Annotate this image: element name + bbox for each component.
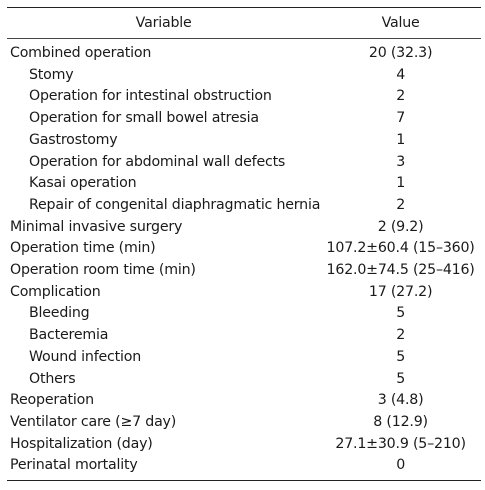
row-variable: Operation room time (min) bbox=[10, 262, 196, 279]
row-value: 5 bbox=[396, 305, 406, 322]
row-subvariable: Kasai operation bbox=[29, 175, 137, 192]
row-value: 4 bbox=[396, 66, 406, 83]
row-value: 2 bbox=[396, 327, 406, 344]
table-row: Minimal invasive surgery 2 (9.2) bbox=[7, 217, 481, 239]
row-variable: Minimal invasive surgery bbox=[10, 218, 183, 235]
table-row: Complication 17 (27.2) bbox=[7, 282, 481, 304]
row-value: 1 bbox=[396, 131, 406, 148]
table-row: Hospitalization (day) 27.1±30.9 (5–210) bbox=[7, 434, 481, 456]
row-subvariable: Operation for intestinal obstruction bbox=[29, 88, 272, 105]
table-row: Wound infection 5 bbox=[7, 347, 481, 369]
row-subvariable: Operation for small bowel atresia bbox=[29, 110, 259, 127]
row-value: 3 bbox=[396, 153, 406, 170]
table-row: Reoperation 3 (4.8) bbox=[7, 390, 481, 412]
row-value: 5 bbox=[396, 370, 406, 387]
row-subvariable: Bacteremia bbox=[29, 327, 109, 344]
header-variable: Variable bbox=[135, 15, 192, 31]
row-subvariable: Others bbox=[29, 370, 76, 387]
table-row: Kasai operation 1 bbox=[7, 173, 481, 195]
row-value: 162.0±74.5 (25–416) bbox=[326, 262, 475, 279]
table-row: Operation room time (min) 162.0±74.5 (25–… bbox=[7, 260, 481, 282]
row-value: 8 (12.9) bbox=[373, 413, 428, 430]
table-row: Ventilator care (≥7 day) 8 (12.9) bbox=[7, 412, 481, 434]
table-row: Operation for abdominal wall defects 3 bbox=[7, 152, 481, 174]
row-value: 17 (27.2) bbox=[368, 283, 433, 300]
results-table: Variable Value Combined operation 20 (32.… bbox=[7, 7, 481, 481]
table-row: Operation time (min) 107.2±60.4 (15–360) bbox=[7, 238, 481, 260]
table-row: Bleeding 5 bbox=[7, 303, 481, 325]
row-value: 27.1±30.9 (5–210) bbox=[335, 435, 466, 452]
row-value: 3 (4.8) bbox=[377, 392, 424, 409]
table-row: Perinatal mortality 0 bbox=[7, 455, 481, 481]
row-value: 2 bbox=[396, 88, 406, 105]
table-body: Combined operation 20 (32.3) Stomy 4 Operati… bbox=[7, 39, 481, 481]
table-row: Repair of congenital diaphragmatic herni… bbox=[7, 195, 481, 217]
header-row: Variable Value bbox=[7, 7, 481, 39]
row-subvariable: Gastrostomy bbox=[29, 131, 118, 148]
row-subvariable: Stomy bbox=[29, 66, 74, 83]
row-variable: Reoperation bbox=[10, 392, 94, 409]
row-value: 0 bbox=[396, 457, 406, 474]
row-variable: Hospitalization (day) bbox=[10, 435, 153, 452]
table-row: Operation for small bowel atresia 7 bbox=[7, 108, 481, 130]
row-value: 20 (32.3) bbox=[368, 45, 433, 61]
row-value: 5 bbox=[396, 348, 406, 365]
row-value: 2 (9.2) bbox=[377, 218, 424, 235]
table-row: Combined operation 20 (32.3) bbox=[7, 39, 481, 65]
row-variable: Perinatal mortality bbox=[10, 457, 138, 474]
row-subvariable: Repair of congenital diaphragmatic herni… bbox=[29, 196, 321, 213]
row-variable: Combined operation bbox=[10, 45, 152, 61]
header-value: Value bbox=[381, 15, 420, 31]
row-variable: Ventilator care (≥7 day) bbox=[10, 413, 177, 430]
row-value: 2 bbox=[396, 196, 406, 213]
row-subvariable: Wound infection bbox=[29, 348, 142, 365]
table-row: Operation for intestinal obstruction 2 bbox=[7, 86, 481, 108]
row-subvariable: Operation for abdominal wall defects bbox=[29, 153, 286, 170]
table-row: Others 5 bbox=[7, 369, 481, 391]
row-value: 1 bbox=[396, 175, 406, 192]
row-value: 107.2±60.4 (15–360) bbox=[326, 240, 475, 257]
table-header: Variable Value bbox=[7, 7, 481, 39]
row-value: 7 bbox=[396, 110, 406, 127]
row-subvariable: Bleeding bbox=[29, 305, 90, 322]
row-variable: Operation time (min) bbox=[10, 240, 156, 257]
table-row: Gastrostomy 1 bbox=[7, 130, 481, 152]
row-variable: Complication bbox=[10, 283, 101, 300]
table-row: Stomy 4 bbox=[7, 65, 481, 87]
table-row: Bacteremia 2 bbox=[7, 325, 481, 347]
